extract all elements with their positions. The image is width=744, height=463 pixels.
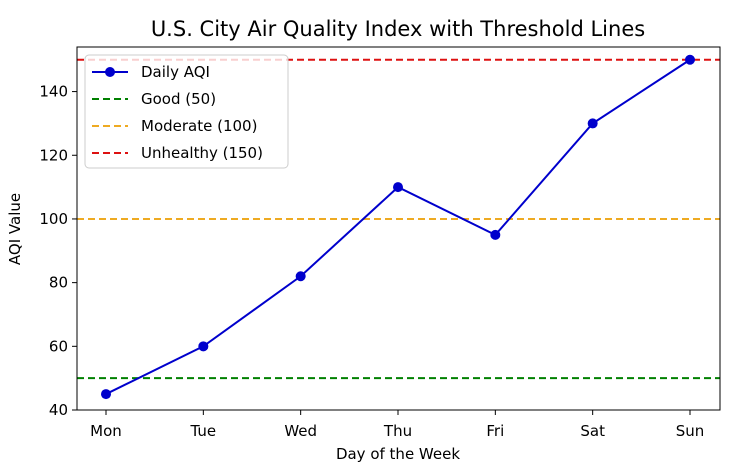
legend-label-moderate-100: Moderate (100) bbox=[141, 117, 257, 135]
x-tick-label: Mon bbox=[90, 422, 122, 440]
x-tick-label: Fri bbox=[486, 422, 504, 440]
chart-title: U.S. City Air Quality Index with Thresho… bbox=[151, 17, 645, 41]
data-point-thu bbox=[393, 182, 403, 193]
threshold-lines bbox=[77, 58, 720, 380]
data-point-wed bbox=[295, 271, 306, 282]
x-tick-label: Tue bbox=[190, 422, 217, 440]
x-tick-label: Thu bbox=[383, 422, 412, 440]
y-tick-label: 120 bbox=[39, 146, 68, 164]
y-tick-label: 40 bbox=[49, 401, 68, 419]
legend-label-good-50: Good (50) bbox=[141, 90, 216, 108]
y-tick-label: 140 bbox=[39, 83, 68, 101]
data-point-sat bbox=[587, 118, 598, 129]
x-axis-label: Day of the Week bbox=[336, 445, 460, 463]
x-axis-ticks: Mon Tue Wed Thu Fri Sat Sun bbox=[90, 410, 704, 440]
data-point-fri bbox=[490, 229, 501, 240]
series-layer bbox=[101, 54, 695, 400]
x-tick-label: Sat bbox=[580, 422, 605, 440]
data-point-tue bbox=[198, 341, 209, 352]
legend-marker-daily-aqi bbox=[105, 67, 115, 77]
y-tick-label: 80 bbox=[49, 274, 68, 292]
legend-label-daily-aqi: Daily AQI bbox=[141, 63, 210, 81]
y-axis-label: AQI Value bbox=[6, 193, 24, 265]
legend-entries: Daily AQI Good (50) Moderate (100) Unhealth… bbox=[92, 63, 263, 162]
y-tick-label: 100 bbox=[39, 210, 68, 228]
x-tick-label: Sun bbox=[676, 422, 705, 440]
data-point-mon bbox=[101, 389, 111, 400]
y-tick-label: 60 bbox=[49, 337, 68, 355]
legend: Daily AQI Good (50) Moderate (100) Unhealth… bbox=[84, 54, 289, 169]
data-point-sun bbox=[685, 54, 695, 65]
y-axis-ticks: 40 60 80 100 120 140 bbox=[39, 83, 77, 419]
x-tick-label: Wed bbox=[284, 422, 317, 440]
legend-label-unhealthy-150: Unhealthy (150) bbox=[141, 144, 263, 162]
legend-frame bbox=[84, 54, 289, 169]
